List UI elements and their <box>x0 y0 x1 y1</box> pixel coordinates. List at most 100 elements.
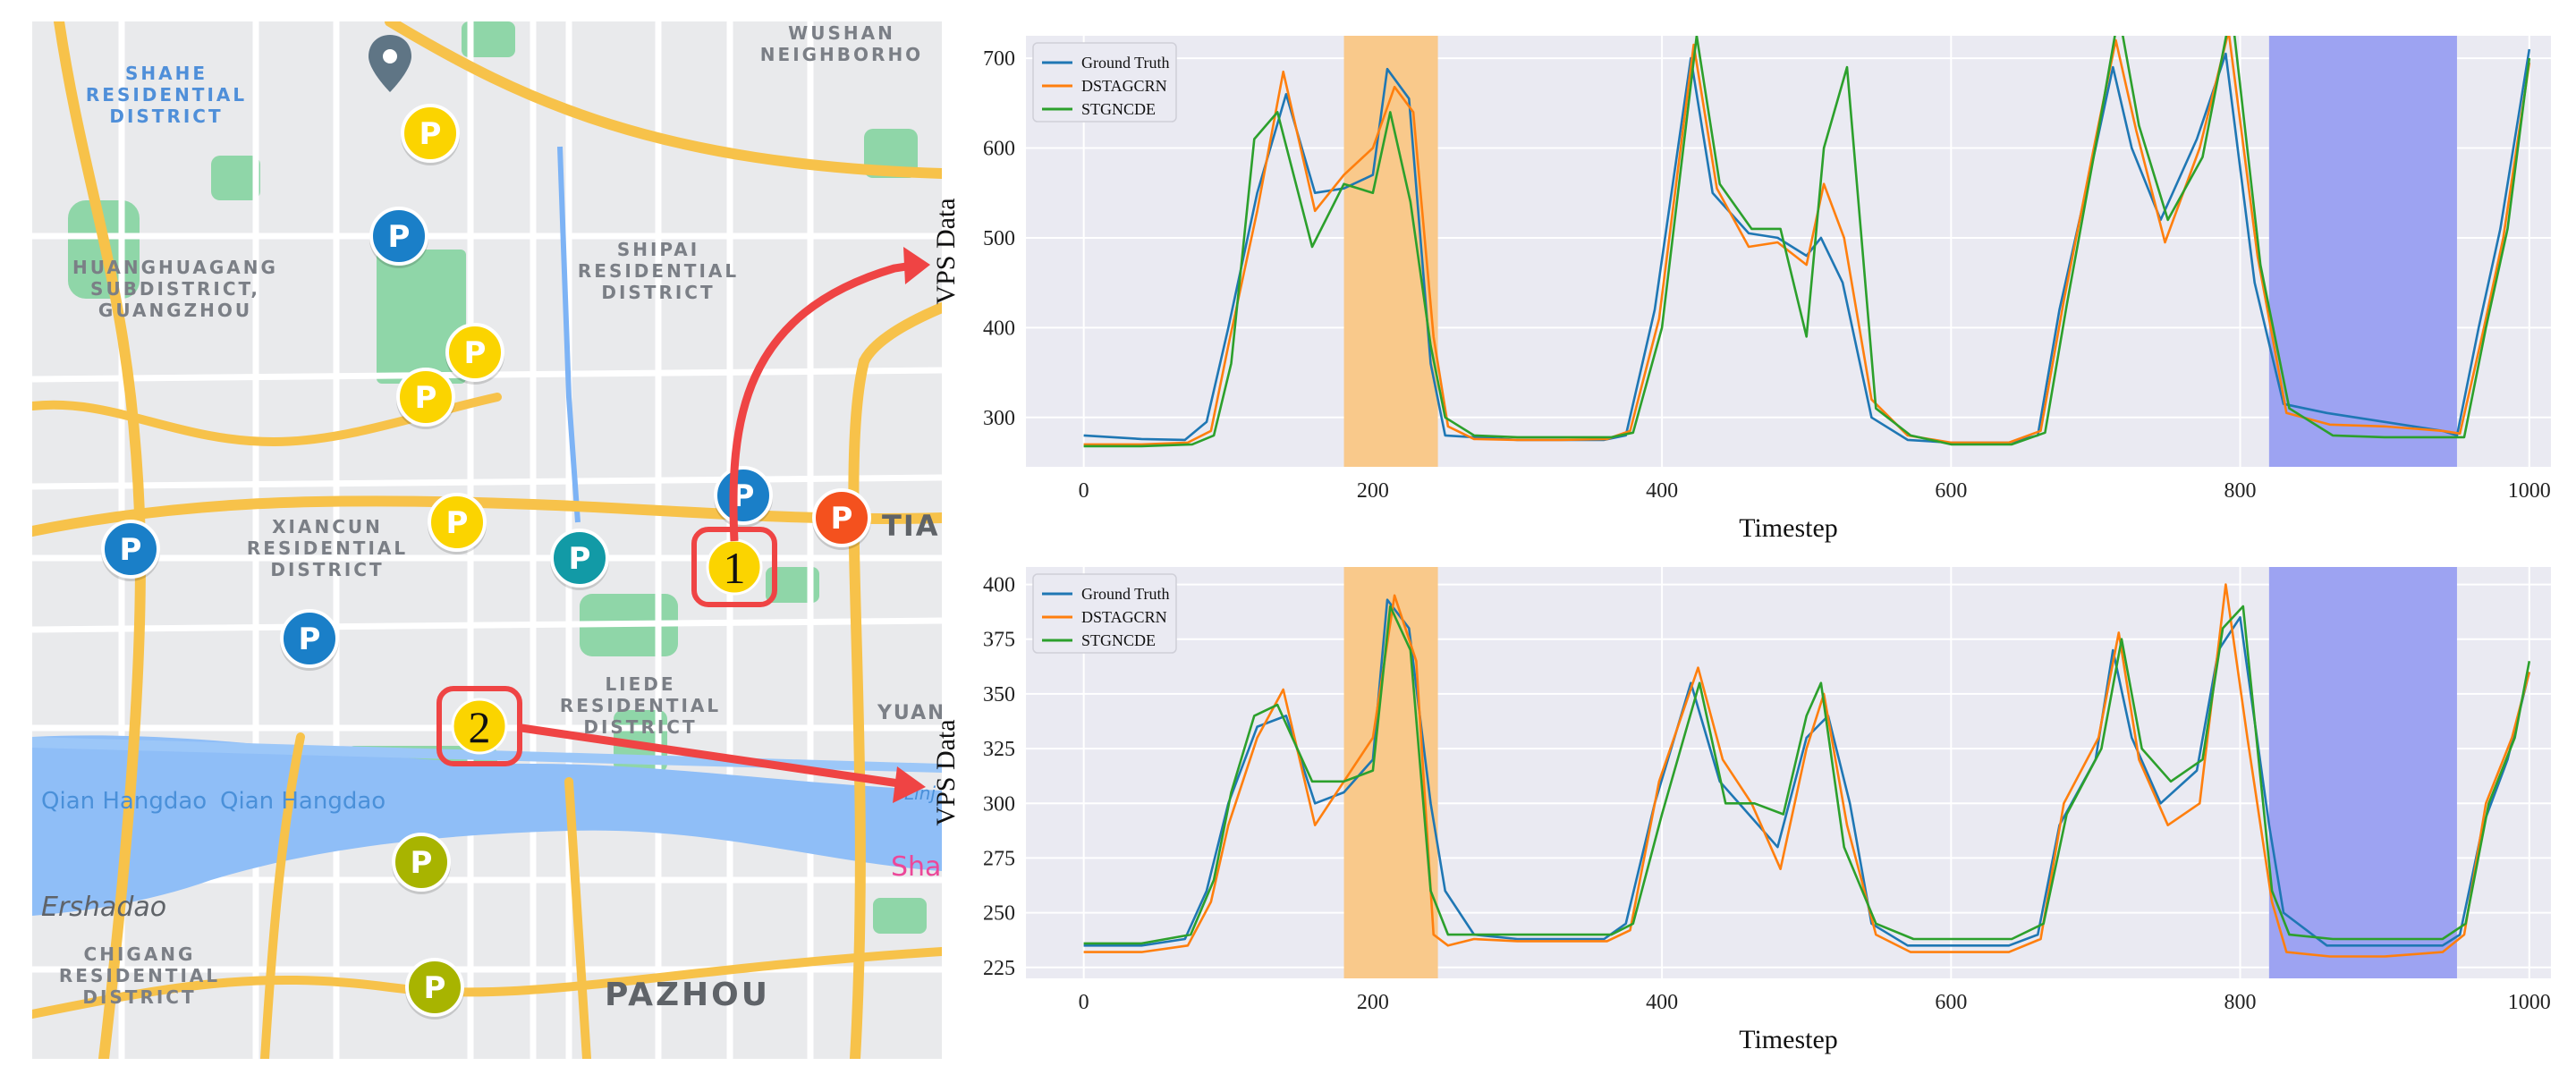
legend-entry: Ground Truth <box>1081 54 1170 72</box>
parking-pin-icon[interactable]: P <box>812 488 871 550</box>
parking-pin-letter: P <box>424 970 446 1006</box>
x-tick-label: 400 <box>1646 991 1678 1014</box>
district-label-xiancun: RESIDENTIAL <box>247 537 408 559</box>
marker-2[interactable]: 2 <box>436 686 522 766</box>
yuan-label: YUAN <box>877 702 942 724</box>
y-axis-label-bottom: VPS Data <box>931 719 961 825</box>
series-line-stgncde <box>1083 605 2531 945</box>
map-canvas: SHAHERESIDENTIALDISTRICTWUSHANNEIGHBORHO… <box>32 21 942 1059</box>
series-line-dstagcrn <box>1083 36 2531 446</box>
parking-pin-letter: P <box>464 335 487 371</box>
series-line-ground-truth <box>1083 598 2531 947</box>
parking-pin-letter: P <box>831 501 853 537</box>
district-label-huanghuagang: SUBDISTRICT, <box>90 278 260 300</box>
district-label-chigang: DISTRICT <box>82 986 196 1008</box>
marker-1[interactable]: 1 <box>691 527 777 607</box>
legend-top: Ground Truth DSTAGCRN STGNCDE <box>1032 42 1177 123</box>
y-tick-label: 300 <box>983 792 1015 816</box>
parking-pin-icon[interactable]: P <box>445 323 504 385</box>
parking-pin-letter: P <box>415 380 437 416</box>
x-tick-label: 200 <box>1357 479 1389 503</box>
district-label-wushan: WUSHAN <box>788 22 895 44</box>
parking-pin-icon[interactable]: P <box>405 958 464 1020</box>
district-label-huanghuagang: GUANGZHOU <box>98 300 252 321</box>
y-tick-label: 375 <box>983 629 1015 652</box>
x-tick-label: 1000 <box>2508 991 2551 1014</box>
x-tick-label: 600 <box>1935 991 1967 1014</box>
x-tick-label: 800 <box>2224 479 2257 503</box>
district-label-shahe: SHAHE <box>125 63 208 84</box>
parking-pin-icon[interactable]: P <box>101 520 160 581</box>
x-axis-label-bottom: Timestep <box>1739 1025 1838 1054</box>
tiar-label: TIAR <box>882 509 942 543</box>
highlight-regions-bottom <box>1343 567 2457 978</box>
district-label-liede: DISTRICT <box>583 716 697 738</box>
parking-pin-icon[interactable]: P <box>369 207 428 268</box>
highlight-regions-top <box>1343 36 2457 467</box>
parking-pin-icon[interactable]: P <box>550 529 609 590</box>
chart-bottom: 0 200 400 600 800 1000 225 250 275 300 325 350 375 40… <box>931 567 2551 1054</box>
parking-pin-icon[interactable]: P <box>714 466 773 528</box>
parking-pin-icon[interactable]: P <box>280 609 339 671</box>
y-tick-label: 400 <box>983 317 1015 340</box>
parking-pin-letter: P <box>419 116 442 152</box>
pazhou-label: PAZHOU <box>605 977 770 1013</box>
parking-pin-letter: P <box>569 541 591 577</box>
ticks-bottom: 0 200 400 600 800 1000 225 250 275 300 325 350 375 40… <box>983 574 2551 1014</box>
marker-1-label: 1 <box>724 543 746 593</box>
parking-pin-letter: P <box>120 532 142 568</box>
x-axis-label-top: Timestep <box>1739 513 1838 543</box>
ershadao-label: Ershadao <box>41 892 166 923</box>
y-tick-label: 250 <box>983 902 1015 926</box>
district-label-shahe: RESIDENTIAL <box>86 84 247 106</box>
highlight-region <box>2268 36 2457 467</box>
district-label-huanghuagang: HUANGHUAGANG <box>72 257 278 278</box>
y-tick-label: 350 <box>983 683 1015 706</box>
legend-entry: STGNCDE <box>1081 631 1156 649</box>
parking-pin-icon[interactable]: P <box>428 493 487 554</box>
river <box>32 735 942 916</box>
sha-label: Sha <box>891 851 941 883</box>
parking-pin-icon[interactable]: P <box>396 368 455 429</box>
district-label-wushan: NEIGHBORHO <box>760 44 923 65</box>
ticks-top: 0 200 400 600 800 1000 300 400 500 600 700 <box>983 47 2551 503</box>
y-tick-label: 700 <box>983 47 1015 71</box>
district-label-chigang: RESIDENTIAL <box>59 965 220 986</box>
x-tick-label: 0 <box>1079 991 1089 1014</box>
y-tick-label: 275 <box>983 847 1015 870</box>
parking-pin-letter: P <box>446 505 469 541</box>
y-axis-label-top: VPS Data <box>931 198 961 304</box>
district-label-xiancun: XIANCUN <box>272 516 383 537</box>
y-tick-label: 600 <box>983 138 1015 161</box>
series-line-stgncde <box>1083 36 2531 448</box>
district-label-chigang: CHIGANG <box>84 943 196 965</box>
district-label-liede: LIEDE <box>605 673 675 695</box>
parking-pin-icon[interactable]: P <box>392 833 451 894</box>
x-tick-label: 200 <box>1357 991 1389 1014</box>
y-tick-label: 325 <box>983 738 1015 761</box>
x-tick-label: 1000 <box>2508 479 2551 503</box>
legend-entry: STGNCDE <box>1081 100 1156 118</box>
x-tick-label: 600 <box>1935 479 1967 503</box>
map-panel[interactable]: SHAHE RESIDENTIAL DISTRICT WUSHAN NEIGHBORHO… <box>32 21 942 1059</box>
legend-entry: DSTAGCRN <box>1081 608 1167 626</box>
district-label-shipai: SHIPAI <box>617 239 699 260</box>
arrow-1 <box>729 247 930 542</box>
x-tick-label: 0 <box>1079 479 1089 503</box>
qian-hangdao-label: Qian Hangdao <box>220 788 386 815</box>
y-tick-label: 400 <box>983 574 1015 597</box>
parking-pin-letter: P <box>411 845 433 881</box>
marker-2-label: 2 <box>469 702 491 752</box>
legend-entry: Ground Truth <box>1081 585 1170 603</box>
parking-pin-icon[interactable]: P <box>401 104 460 165</box>
location-pin-icon <box>369 35 411 92</box>
district-label-liede: RESIDENTIAL <box>560 695 721 716</box>
y-tick-label: 225 <box>983 957 1015 980</box>
chart-top: 0 200 400 600 800 1000 300 400 500 600 700 Timeste… <box>931 36 2551 543</box>
legend-bottom: Ground Truth DSTAGCRN STGNCDE <box>1032 573 1177 654</box>
parking-pin-letter: P <box>388 219 411 255</box>
legend-entry: DSTAGCRN <box>1081 77 1167 95</box>
y-tick-label: 500 <box>983 227 1015 250</box>
